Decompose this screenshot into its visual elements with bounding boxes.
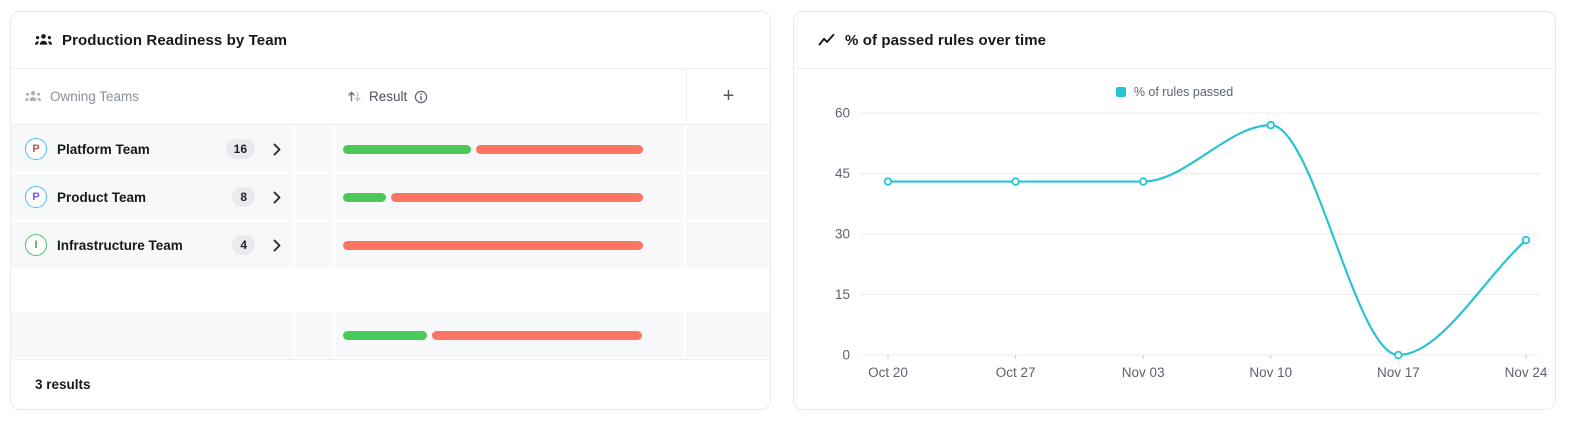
x-axis-tick-label: Oct 20 [868, 365, 908, 380]
data-point[interactable] [1394, 350, 1403, 360]
card-title: Production Readiness by Team [62, 31, 288, 49]
column-label-result: Result [369, 89, 408, 104]
results-count: 3 results [35, 377, 91, 392]
data-point[interactable] [883, 177, 893, 186]
actions-cell [686, 174, 770, 220]
legend-swatch [1115, 87, 1126, 97]
passed-rules-chart-card: % of passed rules over time % of rules p… [793, 11, 1556, 410]
data-point[interactable] [1011, 177, 1020, 186]
chart-legend[interactable]: % of rules passed [794, 85, 1555, 99]
data-point[interactable] [1521, 235, 1531, 245]
avatar: P [25, 186, 47, 208]
actions-cell [686, 126, 770, 172]
card-header: Production Readiness by Team [11, 12, 770, 69]
x-axis-tick-label: Nov 24 [1505, 365, 1548, 380]
plus-icon: + [722, 85, 735, 107]
result-cell [335, 126, 684, 172]
y-axis-tick-label: 45 [835, 166, 850, 181]
y-axis-tick-label: 60 [835, 106, 850, 121]
column-header-owning-teams[interactable]: Owning Teams [11, 69, 293, 124]
team-icon [25, 90, 41, 104]
chevron-right-icon[interactable] [273, 143, 281, 156]
passed-bar[interactable] [343, 192, 386, 202]
passed-bar[interactable] [343, 330, 427, 340]
passed-bar[interactable] [343, 144, 471, 154]
spacer-column [295, 69, 333, 124]
table-header: Owning Teams Result [11, 69, 770, 125]
y-axis-tick-label: 0 [842, 348, 850, 363]
count-badge: 16 [225, 139, 255, 159]
card-header: % of passed rules over time [794, 12, 1555, 69]
card-title: % of passed rules over time [845, 31, 1047, 49]
spacer-cell [295, 174, 333, 220]
trend-line-icon [818, 33, 835, 47]
x-axis-tick-label: Oct 27 [996, 365, 1036, 380]
table-row[interactable]: P Product Team 8 [11, 174, 770, 220]
info-icon[interactable] [414, 90, 428, 104]
result-bars [343, 240, 643, 250]
result-bars [343, 144, 643, 154]
data-point[interactable] [1139, 177, 1148, 186]
avatar: I [25, 234, 47, 256]
data-point[interactable] [1266, 120, 1275, 130]
chevron-right-icon[interactable] [273, 239, 281, 252]
y-axis-tick-label: 30 [835, 227, 850, 242]
column-header-result[interactable]: Result [335, 69, 684, 124]
x-axis-tick-label: Nov 10 [1249, 365, 1292, 380]
x-axis-tick-label: Nov 17 [1377, 365, 1420, 380]
summary-row[interactable] [11, 312, 770, 358]
result-cell [335, 312, 684, 358]
actions-cell [686, 312, 770, 358]
chevron-right-icon[interactable] [273, 191, 281, 204]
result-bars [343, 330, 643, 340]
column-label-owning-teams: Owning Teams [50, 89, 140, 104]
series-line [886, 123, 1528, 357]
spacer-cell [295, 222, 333, 268]
count-badge: 4 [232, 235, 255, 255]
team-name: Infrastructure Team [57, 237, 183, 253]
team-icon [35, 33, 52, 48]
y-axis-tick-label: 15 [835, 287, 850, 302]
empty-row [11, 270, 770, 312]
result-bars [343, 192, 643, 202]
failed-bar[interactable] [432, 330, 642, 340]
failed-bar[interactable] [391, 192, 643, 202]
team-name: Platform Team [57, 141, 150, 157]
count-badge: 8 [232, 187, 255, 207]
sort-arrows-icon[interactable] [347, 89, 362, 104]
production-readiness-card: Production Readiness by Team Owning Team… [10, 11, 771, 410]
result-cell [335, 222, 684, 268]
spacer-cell [295, 312, 333, 358]
team-name: Product Team [57, 189, 147, 205]
legend-label: % of rules passed [1133, 85, 1234, 99]
line-chart[interactable]: 0 15 30 45 60 Oct 20 Oct 27 Nov 03 Nov 10 Nov 17 N… [794, 99, 1556, 395]
table-row[interactable]: P Platform Team 16 [11, 126, 770, 172]
spacer-cell [295, 126, 333, 172]
result-cell [335, 174, 684, 220]
failed-bar[interactable] [476, 144, 643, 154]
table-row[interactable]: I Infrastructure Team 4 [11, 222, 770, 268]
x-axis-tick-label: Nov 03 [1122, 365, 1165, 380]
actions-cell [686, 222, 770, 268]
table-body: P Platform Team 16 P Product Team 8 [11, 125, 770, 358]
avatar: P [25, 138, 47, 160]
add-column-button[interactable]: + [686, 69, 770, 124]
failed-bar[interactable] [343, 240, 643, 250]
table-footer: 3 results [11, 359, 770, 409]
